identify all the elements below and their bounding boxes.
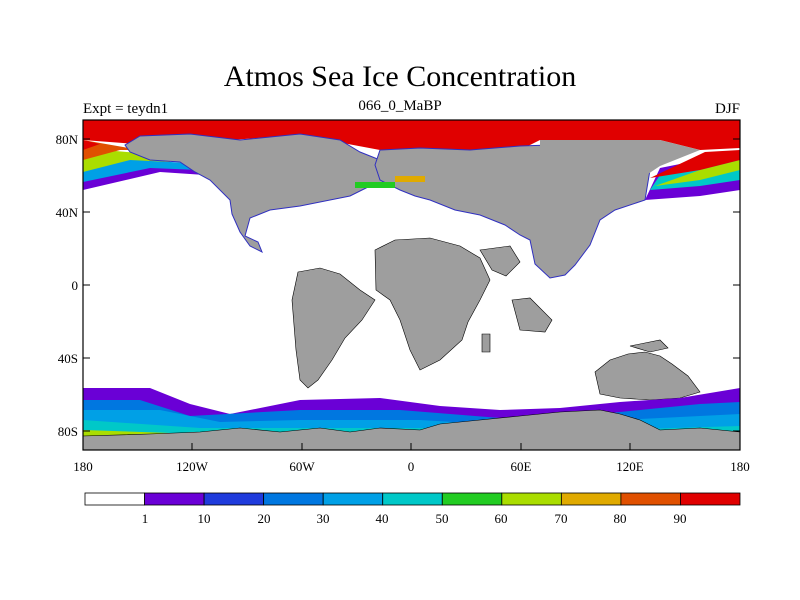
- colorbar-box: [84, 492, 145, 506]
- colorbar-label: 30: [317, 511, 330, 526]
- x-tick-label: 60W: [289, 459, 315, 474]
- map-panel: 80N 40N 0 40S 80S 180 120W 60W 0 60E 120…: [56, 119, 750, 474]
- land-india: [511, 297, 553, 333]
- map-title: Atmos Sea Ice Concentration: [223, 60, 577, 93]
- colorbar-box: [263, 492, 324, 506]
- time-label: 066_0_MaBP: [358, 98, 442, 114]
- land-new-guinea: [629, 339, 669, 353]
- x-tick-label: 60E: [511, 459, 532, 474]
- colorbar-box: [144, 492, 205, 506]
- x-axis-ticks: [82, 443, 741, 450]
- colorbar-box: [441, 492, 503, 506]
- x-tick-label: 180: [730, 459, 750, 474]
- colorbar-label: 10: [198, 511, 211, 526]
- colorbar-box: [560, 492, 622, 506]
- colorbar-label: 1: [142, 511, 149, 526]
- x-tick-label: 120W: [176, 459, 209, 474]
- land-south-america: [291, 267, 376, 389]
- colorbar-label: 20: [258, 511, 271, 526]
- x-tick-label: 120E: [616, 459, 644, 474]
- y-tick-label: 40N: [56, 205, 79, 220]
- colorbar-box: [680, 492, 741, 506]
- land-australia: [594, 351, 701, 401]
- season-label: DJF: [714, 101, 740, 117]
- land-madagascar: [481, 333, 491, 353]
- y-axis-ticks: [83, 138, 740, 432]
- x-tick-label: 180: [73, 459, 93, 474]
- land-antarctica: [82, 409, 741, 451]
- land-africa: [374, 237, 491, 371]
- y-tick-label: 40S: [58, 351, 78, 366]
- colorbar-label: 50: [436, 511, 449, 526]
- ice-strip-atlantic: [355, 182, 395, 188]
- colorbar-label: 60: [495, 511, 508, 526]
- land-siberia: [540, 140, 700, 196]
- colorbar-label: 70: [555, 511, 568, 526]
- x-tick-label: 0: [408, 459, 415, 474]
- colorbar-labels: 1 10 20 30 40 50 60 70 80 90: [142, 511, 687, 526]
- land-arabia: [479, 245, 521, 277]
- y-tick-label: 80S: [58, 424, 78, 439]
- colorbar-box: [322, 492, 384, 506]
- colorbar-label: 90: [674, 511, 687, 526]
- colorbar-box: [382, 492, 443, 506]
- y-tick-label: 80N: [56, 132, 79, 147]
- colorbar-box: [501, 492, 562, 506]
- colorbar-box: [620, 492, 681, 506]
- experiment-label: Expt = teydn1: [83, 101, 169, 117]
- colorbar-label: 80: [614, 511, 627, 526]
- colorbar-box: [203, 492, 265, 506]
- y-tick-label: 0: [72, 278, 79, 293]
- ice-strip-atlantic-2: [395, 176, 425, 182]
- colorbar-label: 40: [376, 511, 389, 526]
- colorbar: [84, 492, 741, 506]
- arctic-ice-cap: [83, 120, 740, 175]
- land-north-america: [124, 133, 401, 254]
